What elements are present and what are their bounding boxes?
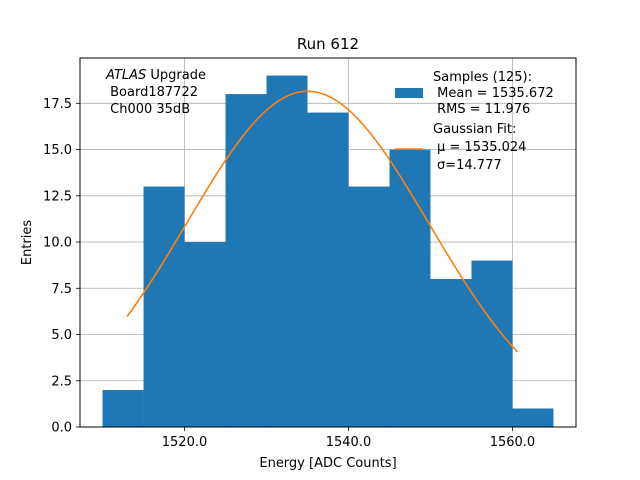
histogram-bar <box>102 390 144 427</box>
atlas-annotation: ATLAS Upgrade Board187722 Ch000 35dB <box>105 68 206 117</box>
histogram-bar <box>307 112 349 428</box>
y-tick-label: 10.0 <box>43 236 72 251</box>
gaussian-fit-curve <box>126 90 518 353</box>
histogram-bar <box>225 94 267 427</box>
atlas-annotation-line-1: ATLAS Upgrade <box>105 68 206 83</box>
legend-fit-line-3: σ=14.777 <box>437 158 502 173</box>
x-tick-label: 1560.0 <box>490 435 536 450</box>
gaussian-fit-layer <box>126 90 518 353</box>
x-axis-label: Energy [ADC Counts] <box>259 456 396 471</box>
histogram-bar <box>512 408 554 427</box>
y-tick-label: 2.5 <box>51 374 72 389</box>
y-tick-label: 17.5 <box>43 97 72 112</box>
legend-samples-line-1: Samples (125): <box>433 70 532 85</box>
axis-ticks <box>76 102 513 431</box>
legend-fit-line-1: Gaussian Fit: <box>433 122 516 137</box>
atlas-annotation-line-3: Ch000 35dB <box>106 102 190 117</box>
legend-samples-line-2: Mean = 1535.672 <box>433 86 554 101</box>
x-tick-label: 1520.0 <box>162 435 208 450</box>
plot-area <box>76 57 577 431</box>
histogram-bar <box>389 149 431 427</box>
y-tick-label: 0.0 <box>51 421 72 436</box>
histogram-bar <box>266 75 308 428</box>
plot-frame <box>79 57 577 428</box>
legend-samples-swatch <box>395 88 423 98</box>
legend-fit-line-2: μ = 1535.024 <box>437 140 526 155</box>
y-tick-label: 12.5 <box>43 189 72 204</box>
histogram-bar <box>430 279 472 427</box>
atlas-annotation-line-2: Board187722 <box>106 85 198 100</box>
y-axis-label: Entries <box>20 220 35 266</box>
histogram-bar <box>184 242 226 427</box>
y-tick-label: 7.5 <box>51 282 72 297</box>
histogram-bar <box>471 260 513 427</box>
histogram-bars <box>102 75 554 428</box>
legend-samples-line-3: RMS = 11.976 <box>433 102 530 117</box>
y-tick-label: 15.0 <box>43 143 72 158</box>
x-tick-label: 1540.0 <box>326 435 372 450</box>
legend: Samples (125): Mean = 1535.672 RMS = 11.… <box>395 70 554 173</box>
histogram-bar <box>143 186 185 427</box>
y-tick-label: 5.0 <box>51 328 72 343</box>
chart-title: Run 612 <box>297 35 359 53</box>
histogram-bar <box>348 186 390 427</box>
